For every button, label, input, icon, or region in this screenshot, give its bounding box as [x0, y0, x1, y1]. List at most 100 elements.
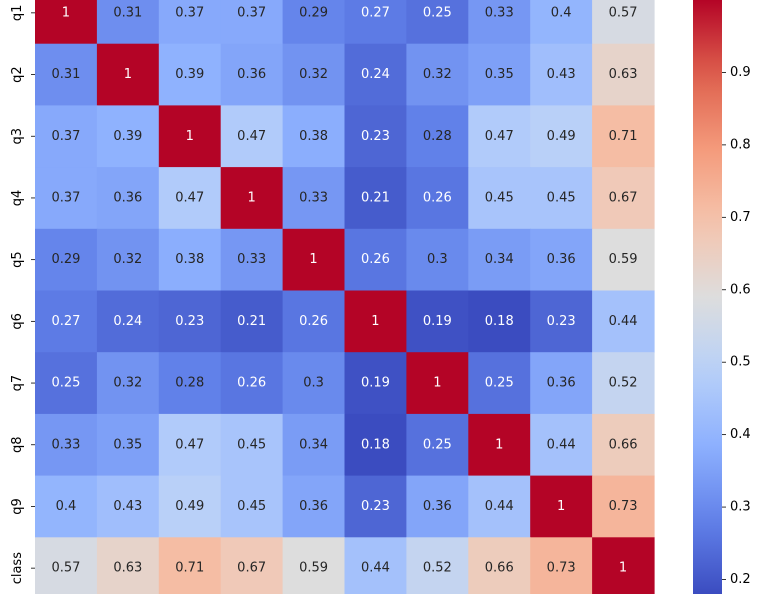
cell-annotation-q6-q4: 0.21 — [237, 314, 266, 329]
heatmap-cell-q4-q7 — [406, 167, 469, 230]
cell-annotation-q8-q6: 0.18 — [361, 437, 390, 452]
cell-annotation-q5-q4: 0.33 — [237, 252, 266, 267]
heatmap-cell-q5-q4 — [220, 228, 284, 292]
cell-annotation-q1-q5: 0.29 — [299, 5, 328, 20]
heatmap-cell-q2-q2 — [96, 43, 160, 106]
y-tick-label-q2: q2 — [10, 66, 25, 83]
heatmap-cell-q9-q3 — [158, 475, 222, 538]
heatmap-cell-q5-class — [592, 228, 655, 292]
cell-annotation-q9-class: 0.73 — [609, 499, 638, 514]
heatmap-cell-q1-q5 — [282, 0, 346, 45]
cell-annotation-class-q1: 0.57 — [51, 561, 80, 576]
cell-annotation-q8-q8: 1 — [495, 437, 503, 452]
cell-annotation-class-q2: 0.63 — [113, 561, 142, 576]
y-tick-label-q9: q9 — [10, 498, 25, 515]
cell-annotation-q3-class: 0.71 — [609, 129, 638, 144]
heatmap-cell-q1-class — [592, 0, 655, 45]
y-tick-label-q4: q4 — [10, 190, 25, 207]
heatmap-cell-q5-q7 — [406, 228, 469, 292]
heatmap-cell-q7-q9 — [530, 352, 593, 415]
cell-annotation-q3-q6: 0.23 — [361, 129, 390, 144]
cell-annotation-class-q7: 0.52 — [423, 561, 452, 576]
cell-annotation-q6-q6: 1 — [371, 314, 379, 329]
colorbar-tick-label-0.3: 0.3 — [730, 500, 751, 515]
heatmap-cell-q7-class — [592, 352, 655, 415]
y-tick-label-q5: q5 — [10, 251, 25, 268]
cell-annotation-q5-q1: 0.29 — [51, 252, 80, 267]
cell-annotation-q3-q1: 0.37 — [51, 129, 80, 144]
cell-annotation-q8-class: 0.66 — [609, 437, 638, 452]
heatmap-cell-q5-q6 — [344, 228, 407, 292]
cell-annotation-q2-q3: 0.39 — [175, 67, 204, 82]
cell-annotation-q1-q8: 0.33 — [485, 5, 514, 20]
cell-annotation-q5-q6: 0.26 — [361, 252, 390, 267]
cell-annotation-q6-q7: 0.19 — [423, 314, 452, 329]
cell-annotation-q4-class: 0.67 — [609, 190, 638, 205]
colorbar-ticks: 0.2 0.3 0.4 0.5 0.6 0.7 0.8 0.9 — [722, 65, 751, 587]
cell-annotation-q5-q9: 0.36 — [547, 252, 576, 267]
cell-annotation-q3-q9: 0.49 — [547, 129, 576, 144]
heatmap-cell-q8-q3 — [158, 413, 222, 477]
heatmap-cell-q3-q9 — [530, 105, 593, 168]
heatmap-cell-q9-q2 — [96, 475, 160, 538]
heatmap-cell-q3-q7 — [406, 105, 469, 168]
cell-annotation-q9-q8: 0.44 — [485, 499, 514, 514]
heatmap-cell-q8-q6 — [344, 413, 407, 477]
cell-annotation-q9-q5: 0.36 — [299, 499, 328, 514]
cell-annotation-q9-q9: 1 — [557, 499, 565, 514]
cell-annotation-q1-q3: 0.37 — [175, 5, 204, 20]
cell-annotation-q9-q1: 0.4 — [56, 499, 77, 514]
cell-annotation-q1-q1: 1 — [62, 5, 70, 20]
cell-annotation-q2-q8: 0.35 — [485, 67, 514, 82]
cell-annotation-q5-q3: 0.38 — [175, 252, 204, 267]
heatmap-cell-class-class — [592, 537, 655, 594]
heatmap-cell-q4-q8 — [468, 167, 531, 230]
heatmap-cell-q3-q2 — [96, 105, 160, 168]
heatmap-cell-q1-q3 — [158, 0, 222, 45]
y-axis-ticks: q1 q2 q3 q4 q5 q6 q7 q8 q9 class — [10, 5, 35, 584]
heatmap-cell-class-q8 — [468, 537, 531, 594]
cell-annotation-q4-q8: 0.45 — [485, 190, 514, 205]
cell-annotation-q5-q5: 1 — [309, 252, 317, 267]
cell-annotation-q4-q4: 1 — [248, 190, 256, 205]
cell-annotation-q8-q9: 0.44 — [547, 437, 576, 452]
heatmap-cell-class-q9 — [530, 537, 593, 594]
cell-annotation-q1-q2: 0.31 — [113, 5, 142, 20]
heatmap-cell-q7-q2 — [96, 352, 160, 415]
cell-annotation-q5-q8: 0.34 — [485, 252, 514, 267]
heatmap-cell-q7-q8 — [468, 352, 531, 415]
heatmap-cell-q8-q9 — [530, 413, 593, 477]
cell-annotation-q6-q9: 0.23 — [547, 314, 576, 329]
heatmap-cell-q4-q4 — [220, 167, 284, 230]
heatmap-cell-q9-q5 — [282, 475, 346, 538]
heatmap-cell-q2-q1 — [35, 43, 98, 106]
heatmap-cell-q1-q8 — [468, 0, 531, 45]
cell-annotation-q5-class: 0.59 — [609, 252, 638, 267]
cell-annotation-q1-class: 0.57 — [609, 5, 638, 20]
cell-annotation-q8-q7: 0.25 — [423, 437, 452, 452]
y-tick-label-q3: q3 — [10, 128, 25, 145]
cell-annotation-q7-q9: 0.36 — [547, 376, 576, 391]
heatmap-cell-q8-q5 — [282, 413, 346, 477]
cell-annotation-q6-q8: 0.18 — [485, 314, 514, 329]
cell-annotation-q2-class: 0.63 — [609, 67, 638, 82]
heatmap-cell-q6-q9 — [530, 290, 593, 353]
cell-annotation-q8-q5: 0.34 — [299, 437, 328, 452]
cell-annotation-q6-q2: 0.24 — [113, 314, 142, 329]
cell-annotation-q3-q4: 0.47 — [237, 129, 266, 144]
cell-annotation-q4-q9: 0.45 — [547, 190, 576, 205]
heatmap-cell-q6-q5 — [282, 290, 346, 353]
heatmap-cell-class-q3 — [158, 537, 222, 594]
y-tick-label-q8: q8 — [10, 436, 25, 453]
heatmap-cell-q1-q4 — [220, 0, 284, 45]
heatmap-cell-q6-q7 — [406, 290, 469, 353]
heatmap-cell-q8-q4 — [220, 413, 284, 477]
heatmap-cell-q4-class — [592, 167, 655, 230]
cell-annotation-class-q6: 0.44 — [361, 561, 390, 576]
cell-annotation-q3-q2: 0.39 — [113, 129, 142, 144]
cell-annotation-q8-q1: 0.33 — [51, 437, 80, 452]
cell-annotation-q4-q2: 0.36 — [113, 190, 142, 205]
heatmap-cell-q5-q5 — [282, 228, 346, 292]
cell-annotation-q9-q6: 0.23 — [361, 499, 390, 514]
